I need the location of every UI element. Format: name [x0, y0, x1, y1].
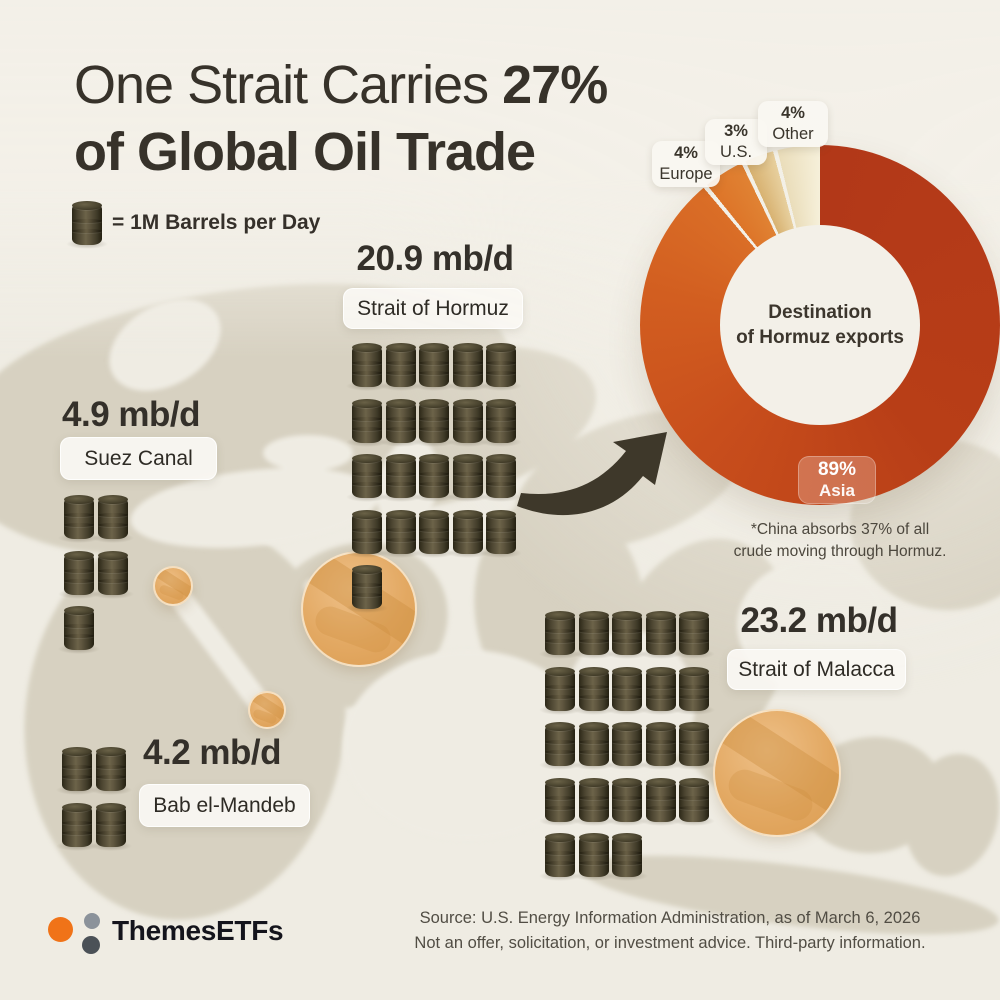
hormuz-barrel-icon	[346, 509, 388, 558]
malacca-barrel-icon	[572, 833, 615, 881]
chokepoint-circle-malacca	[713, 709, 841, 837]
malacca-barrel-icon	[673, 666, 716, 715]
hormuz-destinations-donut-chart: Destination of Hormuz exports 89% Asia	[640, 145, 1000, 505]
malacca-barrel-icon	[572, 722, 615, 770]
malacca-barrel-icon	[673, 722, 716, 770]
hormuz-barrel-icon	[413, 509, 456, 558]
asia-pct: 89%	[817, 459, 857, 480]
curved-arrow-icon	[517, 432, 667, 516]
hormuz-barrel-icon	[480, 398, 523, 447]
other-pct: 4%	[781, 104, 805, 122]
suez-value: 4.9 mb/d	[62, 395, 200, 434]
hormuz-barrel-icon	[413, 454, 456, 502]
hormuz-barrel-icon	[413, 343, 456, 391]
us-label: U.S.	[719, 143, 753, 161]
malacca-barrel-icon	[673, 777, 716, 826]
suez-barrel-icon	[91, 550, 134, 599]
brand-logo-dark-dot	[82, 936, 100, 954]
bab-barrel-icon	[56, 747, 98, 795]
hormuz-barrel-icon	[480, 454, 523, 502]
donut-center-line1: Destination	[768, 302, 872, 323]
hormuz-barrel-icon	[379, 454, 422, 502]
malacca-barrel-icon	[572, 611, 615, 659]
suez-label: Suez Canal	[60, 437, 217, 480]
malacca-barrel-icon	[539, 777, 581, 826]
hormuz-barrel-icon	[346, 565, 388, 613]
asia-label: Asia	[819, 481, 855, 500]
hormuz-value: 20.9 mb/d	[356, 239, 514, 278]
bab-barrel-icon	[56, 802, 98, 851]
hormuz-label: Strait of Hormuz	[343, 288, 523, 329]
legend-barrel-icon	[66, 201, 108, 249]
us-pct: 3%	[724, 122, 748, 140]
hormuz-barrel-icon	[413, 398, 456, 447]
malacca-barrel-icon	[539, 611, 581, 659]
title-regular-text: One Strait Carries	[74, 55, 503, 115]
suez-barrel-icon	[91, 495, 134, 543]
bab-value: 4.2 mb/d	[143, 733, 281, 772]
malacca-barrel-icon	[572, 666, 615, 715]
other-label: Other	[772, 125, 814, 143]
legend-label: = 1M Barrels per Day	[112, 211, 321, 234]
malacca-barrel-icon	[639, 666, 682, 715]
hormuz-barrel-icon	[346, 343, 388, 391]
hormuz-barrel-icon	[346, 398, 388, 447]
barrel-legend: = 1M Barrels per Day	[70, 198, 390, 250]
hormuz-barrel-icon	[446, 398, 489, 447]
china-footnote: *China absorbs 37% of all crude moving t…	[690, 519, 990, 563]
chokepoint-circle-suez	[153, 566, 193, 606]
suez-barrel-icon	[58, 495, 100, 543]
source-disclaimer: Source: U.S. Energy Information Administ…	[370, 906, 970, 956]
brand-logo-orange-dot	[48, 917, 73, 942]
hormuz-barrel-icon	[446, 454, 489, 502]
hormuz-barrel-icon	[446, 343, 489, 391]
brand-logo-gray-dot	[84, 913, 100, 929]
malacca-barrel-icon	[606, 777, 649, 826]
bab-barrel-icon	[89, 802, 132, 851]
hormuz-barrel-icon	[480, 509, 523, 558]
hormuz-barrel-icon	[379, 398, 422, 447]
other-callout: 4% Other	[758, 101, 828, 147]
page-title: One Strait Carries 27% of Global Oil Tra…	[74, 52, 608, 186]
title-line-2: of Global Oil Trade	[74, 122, 536, 182]
malacca-barrel-icon	[673, 611, 716, 659]
donut-hole: Destination of Hormuz exports	[720, 225, 920, 425]
suez-barrel-icon	[58, 550, 100, 599]
title-line-1: One Strait Carries 27%	[74, 52, 608, 119]
malacca-barrel-icon	[639, 722, 682, 770]
suez-barrel-icon	[58, 606, 100, 654]
hormuz-barrel-icon	[379, 343, 422, 391]
hormuz-barrel-icon	[446, 509, 489, 558]
malacca-barrel-icon	[606, 666, 649, 715]
china-footnote-line1: *China absorbs 37% of all	[750, 521, 930, 538]
hormuz-barrel-icon	[480, 343, 523, 391]
hormuz-barrel-icon	[346, 454, 388, 502]
source-line1: Source: U.S. Energy Information Administ…	[419, 909, 921, 927]
chokepoint-circle-bab	[248, 691, 286, 729]
europe-pct: 4%	[674, 144, 698, 162]
malacca-label: Strait of Malacca	[727, 649, 906, 690]
malacca-barrel-icon	[639, 777, 682, 826]
asia-share-badge: 89% Asia	[798, 456, 876, 504]
title-highlight-27pct: 27%	[502, 55, 608, 115]
source-line2: Not an offer, solicitation, or investmen…	[414, 934, 926, 952]
malacca-barrel-icon	[539, 666, 581, 715]
china-footnote-line2: crude moving through Hormuz.	[733, 543, 947, 560]
malacca-value: 23.2 mb/d	[740, 601, 898, 640]
brand-name: ThemesETFs	[112, 915, 284, 946]
europe-label: Europe	[659, 165, 713, 183]
malacca-barrel-icon	[606, 611, 649, 659]
bab-barrel-icon	[89, 747, 132, 795]
donut-center-line2: of Hormuz exports	[736, 327, 904, 348]
malacca-barrel-icon	[606, 833, 649, 881]
hormuz-barrel-icon	[379, 509, 422, 558]
bab-label: Bab el-Mandeb	[139, 784, 310, 827]
malacca-barrel-icon	[572, 777, 615, 826]
malacca-barrel-icon	[639, 611, 682, 659]
donut-center-label: Destination of Hormuz exports	[736, 300, 904, 350]
malacca-barrel-icon	[539, 833, 581, 881]
malacca-barrel-icon	[539, 722, 581, 770]
malacca-barrel-icon	[606, 722, 649, 770]
